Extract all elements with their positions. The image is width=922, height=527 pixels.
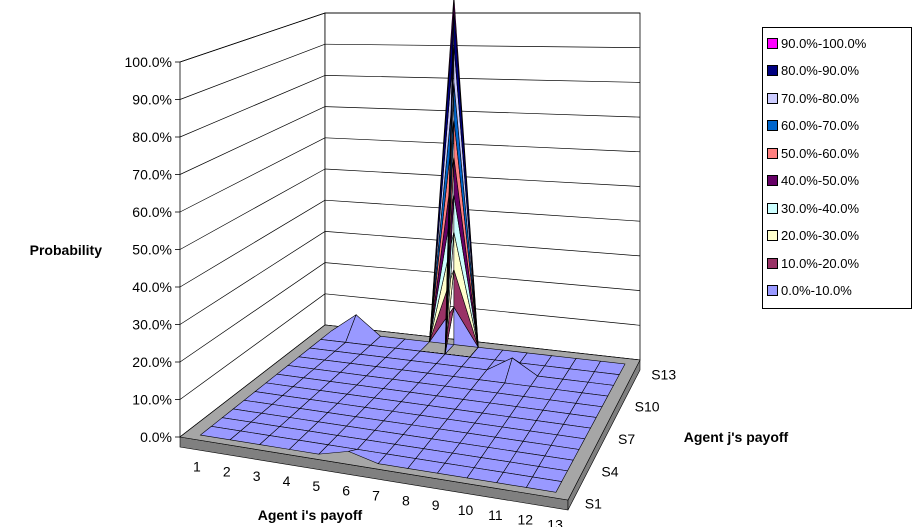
x-tick-label: 5 bbox=[312, 478, 320, 494]
legend-label: 20.0%-30.0% bbox=[781, 228, 860, 243]
gridline-left bbox=[179, 12, 326, 63]
gridline-left bbox=[179, 137, 326, 213]
legend-entry: 30.0%-40.0% bbox=[767, 195, 859, 221]
gridline-left bbox=[179, 43, 326, 100]
gridline-left bbox=[179, 199, 326, 288]
gridline-back bbox=[324, 137, 641, 153]
legend-entry: 60.0%-70.0% bbox=[767, 113, 859, 139]
legend-label: 70.0%-80.0% bbox=[781, 90, 860, 106]
legend-label: 60.0%-70.0% bbox=[781, 118, 860, 133]
legend-label: 80.0%-90.0% bbox=[781, 63, 860, 78]
legend-swatch bbox=[767, 147, 778, 159]
depth-tick-label: S13 bbox=[651, 366, 676, 382]
y-tick-label: 70.0% bbox=[132, 167, 172, 183]
y-tick-label: 0.0% bbox=[140, 429, 172, 445]
y-tick-label: 10.0% bbox=[132, 392, 172, 408]
legend: 90.0%-100.0% 80.0%-90.0% 70.0%-80.0% 60.0%-… bbox=[762, 27, 912, 309]
depth-axis-title: Agent j's payoff bbox=[684, 429, 789, 445]
back-wall bbox=[324, 12, 641, 361]
legend-swatch bbox=[767, 37, 778, 49]
legend-entry: 40.0%-50.0% bbox=[767, 168, 859, 194]
depth-tick-label: S1 bbox=[585, 496, 602, 512]
gridline-left bbox=[179, 75, 326, 138]
y-tick-label: 30.0% bbox=[132, 317, 172, 333]
legend-label: 30.0%-40.0% bbox=[781, 200, 860, 216]
gridline-back bbox=[324, 106, 641, 118]
legend-swatch bbox=[767, 230, 778, 241]
legend-swatch bbox=[767, 92, 778, 104]
depth-tick-label: S7 bbox=[618, 431, 635, 447]
gridline-left bbox=[179, 231, 326, 325]
x-axis-title: Agent i's payoff bbox=[258, 507, 363, 523]
depth-tick-label: S4 bbox=[601, 463, 618, 479]
x-tick-label: 12 bbox=[517, 512, 533, 527]
x-tick-label: 4 bbox=[283, 473, 291, 489]
gridline-back bbox=[324, 168, 641, 187]
y-tick-label: 60.0% bbox=[132, 204, 172, 220]
gridline-back bbox=[324, 43, 641, 49]
legend-label: 40.0%-50.0% bbox=[781, 173, 860, 188]
legend-label: 50.0%-60.0% bbox=[781, 145, 860, 161]
y-tick-label: 100.0% bbox=[125, 54, 172, 70]
x-tick-label: 8 bbox=[402, 492, 410, 508]
y-tick-label: 20.0% bbox=[132, 354, 172, 370]
legend-swatch bbox=[767, 257, 778, 269]
y-tick-label: 90.0% bbox=[132, 92, 172, 108]
x-tick-label: 10 bbox=[458, 502, 474, 518]
legend-swatch bbox=[767, 120, 778, 131]
gridline-left bbox=[179, 106, 326, 175]
legend-entry: 70.0%-80.0% bbox=[767, 85, 859, 111]
legend-label: 0.0%-10.0% bbox=[781, 283, 852, 298]
legend-label: 10.0%-20.0% bbox=[781, 255, 860, 271]
x-tick-label: 9 bbox=[432, 497, 440, 513]
x-tick-label: 2 bbox=[223, 463, 231, 479]
x-tick-label: 3 bbox=[253, 468, 261, 484]
gridline-left bbox=[179, 168, 326, 250]
x-tick-label: 1 bbox=[193, 458, 201, 474]
legend-entry: 20.0%-30.0% bbox=[767, 223, 859, 249]
legend-swatch bbox=[767, 65, 778, 76]
x-tick-label: 6 bbox=[342, 483, 350, 499]
legend-swatch bbox=[767, 175, 778, 186]
y-tick-label: 50.0% bbox=[132, 242, 172, 258]
gridline-back bbox=[324, 199, 641, 222]
legend-entry: 90.0%-100.0% bbox=[767, 30, 866, 56]
y-tick-label: 40.0% bbox=[132, 279, 172, 295]
depth-tick-label: S10 bbox=[635, 399, 660, 415]
legend-entry: 0.0%-10.0% bbox=[767, 278, 852, 304]
legend-entry: 50.0%-60.0% bbox=[767, 140, 859, 166]
x-tick-label: 11 bbox=[488, 507, 503, 523]
legend-entry: 10.0%-20.0% bbox=[767, 250, 859, 276]
y-tick-label: 80.0% bbox=[132, 129, 172, 145]
gridline-left bbox=[179, 262, 326, 363]
gridline-back bbox=[324, 75, 641, 83]
gridline-back bbox=[324, 262, 641, 291]
surface-cell bbox=[525, 476, 563, 493]
legend-entry: 80.0%-90.0% bbox=[767, 58, 859, 84]
y-axis-title: Probability bbox=[30, 242, 103, 258]
x-tick-label: 7 bbox=[372, 488, 380, 504]
x-tick-label: 13 bbox=[547, 517, 563, 527]
legend-swatch bbox=[767, 202, 778, 214]
gridline-back bbox=[324, 293, 641, 326]
gridline-left bbox=[179, 293, 326, 400]
legend-swatch bbox=[767, 285, 778, 296]
gridline-back bbox=[324, 231, 641, 257]
legend-label: 90.0%-100.0% bbox=[781, 35, 867, 51]
